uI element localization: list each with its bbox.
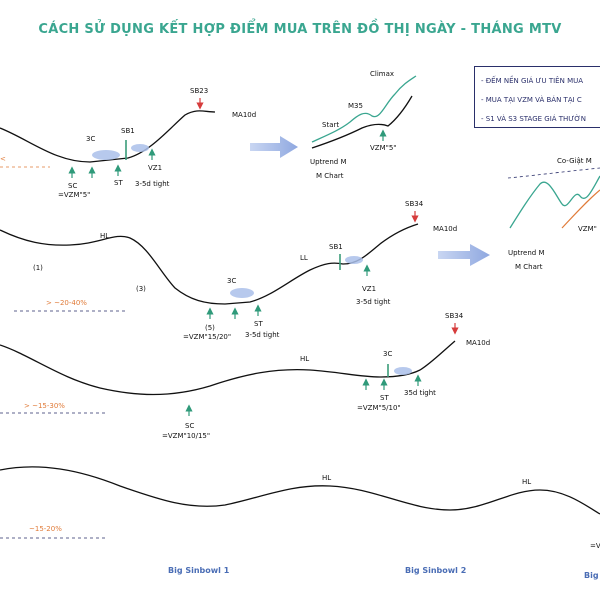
page-title: CÁCH SỬ DỤNG KẾT HỢP ĐIỂM MUA TRÊN ĐỒ TH… [38, 22, 562, 37]
row2-hl-label: HL [100, 232, 109, 240]
row1-sb-label: SB23 [190, 87, 208, 95]
row3-sc-note: =VZM"10/15" [162, 432, 210, 440]
inset2-mchart: M Chart [515, 263, 543, 271]
row2-curve [0, 223, 419, 305]
row1-sc-note: =VZM"5" [58, 191, 90, 199]
legend-line-1: - ĐẾM NỀN GIÁ ƯU TIÊN MUA [481, 77, 584, 85]
row2-sb-label: SB34 [405, 200, 424, 208]
row4-pct: ~15-20% [29, 525, 62, 533]
row1-pct: < [0, 155, 6, 163]
row3-pct: > ~15-30% [24, 402, 65, 410]
inset2-uptrend: Uptrend M [508, 249, 545, 257]
row1-ma-label: MA10d [232, 111, 256, 119]
row1-sc-label: SC [68, 182, 77, 190]
row2-tight1-label: 3-5d tight [245, 331, 280, 339]
row2-n5-label: (5) [205, 324, 215, 332]
row3-3c-label: 3C [383, 350, 392, 358]
row3-sb-label: SB34 [445, 312, 464, 320]
row1-sb1-label: SB1 [121, 127, 135, 135]
row2-n3-label: (3) [136, 285, 146, 293]
inset2-green-line [509, 175, 600, 229]
row4-hl2-label: HL [522, 478, 531, 486]
row3-3c-highlight [394, 367, 412, 375]
row4-vzm: =V [590, 542, 600, 550]
inset1-green-line [311, 75, 417, 143]
big-arrow-1 [250, 136, 298, 158]
legend-box: - ĐẾM NỀN GIÁ ƯU TIÊN MUA - MUA TẠI VZM … [474, 66, 600, 128]
row2-ll-label: LL [300, 254, 308, 262]
bottom-label-1: Big Sinbowl 1 [168, 566, 230, 575]
inset1-uptrend: Uptrend M [310, 158, 347, 166]
row3-curve [0, 340, 456, 396]
row2-n1-label: (1) [33, 264, 43, 272]
inset1-mchart: M Chart [316, 172, 344, 180]
row2-3c-label: 3C [227, 277, 236, 285]
inset1-black-line [311, 95, 413, 149]
row2-st-label: ST [254, 320, 263, 328]
row3-st-note: =VZM"5/10" [357, 404, 401, 412]
row1-base-highlight [92, 150, 120, 160]
inset1-start: Start [322, 121, 339, 129]
inset2-cogiat: Co-Giật M [557, 157, 592, 165]
row3-tight-label: 35d tight [404, 389, 436, 397]
row2-3c-highlight [230, 288, 254, 298]
row4-hl1-label: HL [322, 474, 331, 482]
bottom-label-3: Big [584, 571, 599, 580]
inset2-orange-line [561, 189, 600, 229]
row1-3c-label: 3C [86, 135, 95, 143]
inset1-m35: M35 [348, 102, 363, 110]
row1-sb1-highlight [131, 144, 149, 152]
inset2-vzm: VZM" [578, 225, 597, 233]
row3-sc-label: SC [185, 422, 194, 430]
row3-hl-label: HL [300, 355, 309, 363]
row2-tight2-label: 3-5d tight [356, 298, 391, 306]
row3-st-label: ST [380, 394, 389, 402]
big-arrow-2 [438, 244, 490, 266]
legend-line-2: - MUA TẠI VZM VÀ BÁN TẠI C [481, 96, 582, 104]
legend-line-3: - S1 VÀ S3 STAGE GIÁ THƯỜN [481, 115, 586, 123]
row2-sb1-highlight [345, 256, 363, 264]
row1-vz1-label: VZ1 [148, 164, 162, 172]
row2-pct: > ~20-40% [46, 299, 87, 307]
row2-sb1-label: SB1 [329, 243, 343, 251]
row2-vz1-label: VZ1 [362, 285, 376, 293]
row2-ma-label: MA10d [433, 225, 457, 233]
inset2-dash-line [507, 167, 600, 179]
inset1-vzm: VZM"5" [370, 144, 397, 152]
row3-ma-label: MA10d [466, 339, 490, 347]
row2-vzm-label: =VZM"15/20" [183, 333, 231, 341]
inset1-climax: Climax [370, 70, 394, 78]
row4-curve [0, 466, 600, 515]
bottom-label-2: Big Sinbowl 2 [405, 566, 466, 575]
row1-st-label: ST [114, 179, 123, 187]
row1-tight-label: 3-5d tight [135, 180, 170, 188]
